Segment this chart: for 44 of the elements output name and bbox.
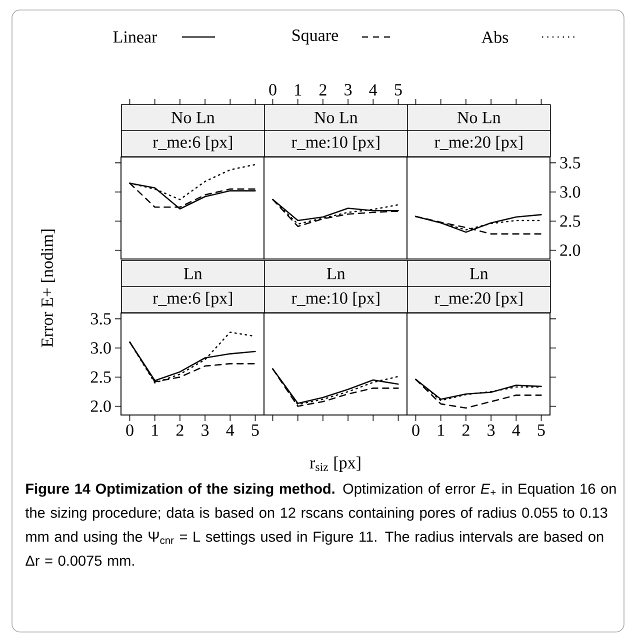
legend-label: Abs: [481, 31, 508, 43]
x-tick-label: 3: [344, 84, 352, 96]
text: Figure 14 Optimization of the sizing method. Optimization of error E$_{+}$ in Equation 16 on the sizing procedure; data is based on 12 rscans containing pores of radius 0.055 to 0.13 mm and using the Ψ$_{cnr}$ = L settings used in Figure 11. The radius intervals are based on Δr = 0.0075 mm.: [25, 483, 616, 566]
y2-tick-label: 2.0: [560, 244, 580, 256]
x-tick-label: 5: [252, 424, 259, 436]
y2-tick-label: 3.0: [560, 186, 580, 198]
x-tick-label: 4: [226, 424, 234, 436]
y2-tick-label: 3.5: [560, 157, 580, 169]
y-axis-title: Error E+ [nodim]: [40, 230, 56, 348]
chart-title: Ln: [470, 268, 488, 280]
y-tick-label: 2.0: [90, 400, 111, 412]
chart-title: No Ln: [457, 112, 501, 124]
x-tick-label: 3: [202, 424, 209, 436]
y-tick-label: 3.0: [91, 342, 111, 354]
y-tick-label: 2.5: [90, 371, 111, 383]
chart-title: No Ln: [171, 112, 215, 124]
x-tick-label: 4: [512, 424, 520, 436]
chart-subtitle: r_me:10 [px]: [292, 136, 380, 152]
chart-subtitle: r_me:20 [px]: [434, 292, 522, 308]
y2-tick-label: 2.5: [560, 215, 580, 227]
x-tick-label: 0: [126, 424, 134, 436]
x-tick-label: 3: [488, 424, 495, 436]
x-tick-label: 2: [462, 424, 470, 436]
x-axis-title: r$_{siz}$ [px]: [310, 456, 360, 472]
x-tick-label: 1: [438, 424, 444, 436]
chart-title: Ln: [326, 268, 346, 280]
x-tick-label: 2: [319, 84, 326, 96]
chart-subtitle: r_me:6 [px]: [152, 292, 232, 308]
x-tick-label: 5: [538, 424, 545, 436]
x-tick-label: 0: [269, 84, 276, 96]
legend-label: Linear: [113, 31, 158, 43]
chart-subtitle: r_me:6 [px]: [152, 136, 232, 152]
chart-title: Ln: [184, 268, 202, 280]
legend-label: Square: [292, 30, 338, 44]
x-tick-label: 1: [295, 84, 302, 96]
x-tick-label: 5: [394, 84, 402, 96]
chart-subtitle: r_me:20 [px]: [434, 136, 522, 152]
x-tick-label: 1: [152, 424, 158, 436]
x-tick-label: 2: [176, 424, 184, 436]
chart-title: No Ln: [314, 112, 358, 124]
chart-subtitle: r_me:10 [px]: [292, 292, 380, 308]
y-tick-label: 3.5: [91, 313, 111, 325]
x-tick-label: 0: [412, 424, 420, 436]
x-tick-label: 4: [369, 84, 378, 96]
